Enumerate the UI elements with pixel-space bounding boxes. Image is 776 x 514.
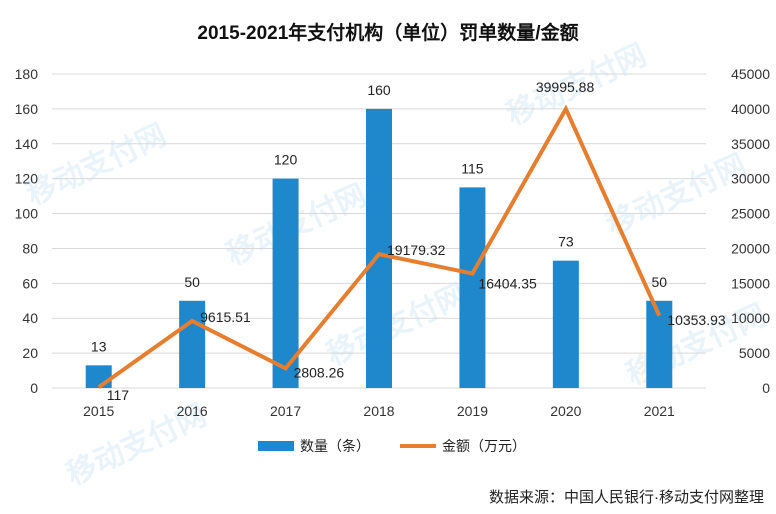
x-tick: 2017	[270, 403, 301, 419]
bar-label: 13	[91, 338, 107, 354]
y-right-tick: 10000	[731, 310, 770, 326]
y-left-tick: 40	[22, 310, 38, 326]
bar-label: 120	[274, 152, 298, 168]
y-right-tick: 0	[762, 380, 770, 396]
y-left-tick: 180	[15, 66, 39, 82]
bar	[85, 365, 112, 388]
legend-line-swatch	[400, 444, 436, 448]
y-left-tick: 100	[15, 206, 39, 222]
y-left-tick: 20	[22, 345, 38, 361]
data-source: 数据来源：中国人民银行·移动支付网整理	[489, 489, 764, 506]
x-tick: 2016	[177, 403, 208, 419]
y-left-tick: 160	[15, 101, 39, 117]
bar-label: 50	[651, 274, 667, 290]
bar	[552, 260, 579, 388]
y-left-tick: 140	[15, 136, 39, 152]
y-right-tick: 45000	[731, 66, 770, 82]
line-label: 117	[107, 387, 130, 403]
bar	[272, 178, 299, 388]
bar	[366, 108, 392, 388]
legend: 数量（条） 金额（万元）	[258, 436, 526, 456]
line-label: 10353.93	[667, 312, 726, 328]
bar	[459, 187, 486, 388]
x-tick: 2015	[83, 403, 114, 419]
y-right-tick: 25000	[731, 206, 770, 222]
line-label: 39995.88	[536, 79, 595, 95]
line-label: 16404.35	[478, 276, 537, 292]
line-label: 19179.32	[387, 242, 446, 258]
x-tick: 2018	[363, 403, 394, 419]
y-right-tick: 35000	[731, 136, 770, 152]
bar-label: 73	[558, 234, 574, 250]
y-right-tick: 20000	[731, 240, 770, 256]
legend-line-label: 金额（万元）	[442, 438, 526, 454]
x-tick: 2021	[644, 403, 675, 419]
y-left-tick: 80	[22, 240, 38, 256]
y-right-tick: 40000	[731, 101, 770, 117]
bar-label: 115	[461, 160, 484, 176]
line-label: 9615.51	[200, 309, 251, 325]
legend-bar-swatch	[258, 441, 294, 451]
bar	[179, 300, 206, 388]
bar-label: 160	[367, 82, 391, 98]
y-right-tick: 5000	[739, 345, 770, 361]
y-left-tick: 120	[15, 171, 39, 187]
x-tick: 2019	[457, 403, 488, 419]
legend-bar-label: 数量（条）	[300, 438, 370, 454]
y-right-tick: 15000	[731, 275, 770, 291]
chart-title: 2015-2021年支付机构（单位）罚单数量/金额	[197, 23, 579, 44]
line-label: 2808.26	[294, 364, 345, 380]
amount-line	[97, 104, 662, 389]
y-left-tick: 60	[22, 275, 38, 291]
x-tick: 2020	[550, 403, 581, 419]
y-right-tick: 30000	[731, 171, 770, 187]
y-left-tick: 0	[30, 380, 38, 396]
bar-label: 50	[184, 274, 200, 290]
